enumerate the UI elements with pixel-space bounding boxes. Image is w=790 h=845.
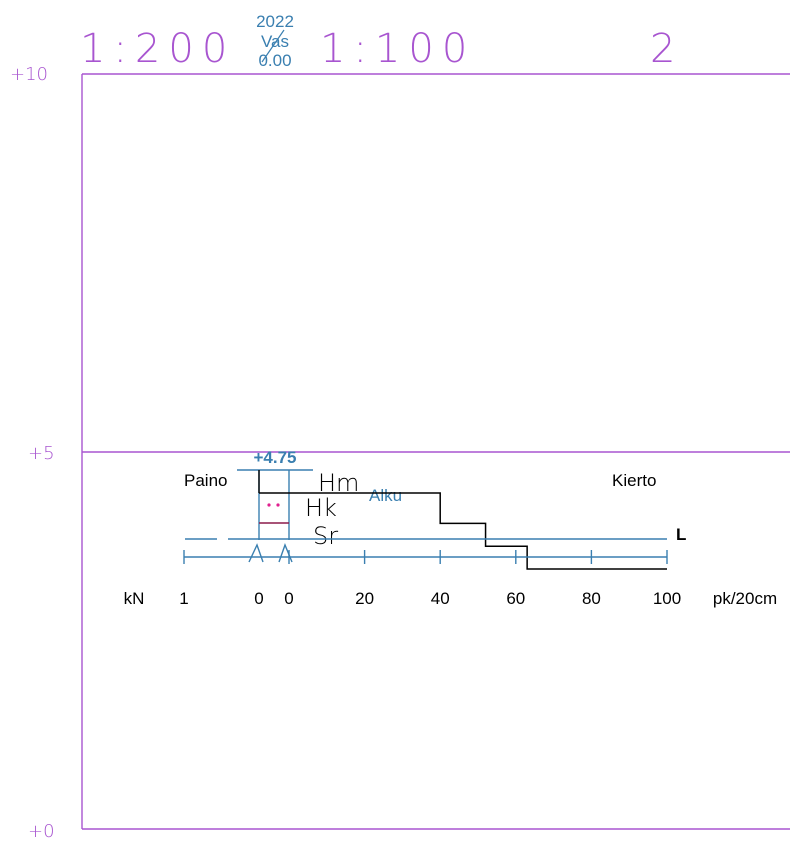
axis-tick-label: 40 xyxy=(431,589,450,608)
axis-tick-label: 60 xyxy=(506,589,525,608)
end-label: L xyxy=(676,525,686,544)
layer-marker xyxy=(267,503,280,507)
axis-tick-label: 0 xyxy=(254,589,263,608)
axis-tick-label: 1 xyxy=(179,589,188,608)
elevation-label-bottom: +0 xyxy=(28,821,55,840)
axis-tick-label: 80 xyxy=(582,589,601,608)
header: 1:200 1:100 2 xyxy=(80,26,675,72)
penetration-profile xyxy=(259,492,667,570)
unit-rate: pk/20cm xyxy=(713,589,777,608)
axis-labels: 1 0 0 20 40 60 80 100 xyxy=(179,589,681,608)
start-level-label: +4.75 xyxy=(253,448,296,467)
sheet-number: 2 xyxy=(650,26,675,72)
weight-label: Paino xyxy=(184,471,227,490)
marker-dot xyxy=(267,503,271,507)
axis-break-left xyxy=(248,543,264,563)
header-metadata: 2022 Vas 0.00 xyxy=(256,12,294,70)
axis-tick-label: 20 xyxy=(355,589,374,608)
elevation-labels: +10 +5 +0 xyxy=(10,64,55,842)
layer-label-hk: Hk xyxy=(305,494,337,522)
penetration-curve xyxy=(259,492,667,570)
rotation-label: Kierto xyxy=(612,471,656,490)
scale-right: 1:100 xyxy=(320,26,475,72)
elevation-label-top: +10 xyxy=(10,64,48,85)
borehole-column xyxy=(258,470,290,540)
start-level-marker: +4.75 xyxy=(237,448,313,471)
axis-break-right xyxy=(278,543,293,563)
offset: 0.00 xyxy=(258,51,291,70)
scale-left: 1:200 xyxy=(80,26,235,72)
header-divider-slash xyxy=(261,29,285,63)
axis-break-marks xyxy=(248,543,293,563)
elevation-label-middle: +5 xyxy=(28,443,55,464)
frame xyxy=(81,73,790,830)
start-label: Alku xyxy=(369,486,402,505)
layer-label-sr: Sr xyxy=(313,522,338,550)
axis-tick-label: 0 xyxy=(284,589,293,608)
soil-layers: Hm Hk Sr xyxy=(305,469,359,550)
year: 2022 xyxy=(256,12,294,31)
side: Vas xyxy=(261,32,289,51)
axis-tick-label: 100 xyxy=(653,589,681,608)
unit-force: kN xyxy=(124,589,145,608)
scale-axis xyxy=(183,550,668,564)
marker-dot xyxy=(276,503,280,507)
